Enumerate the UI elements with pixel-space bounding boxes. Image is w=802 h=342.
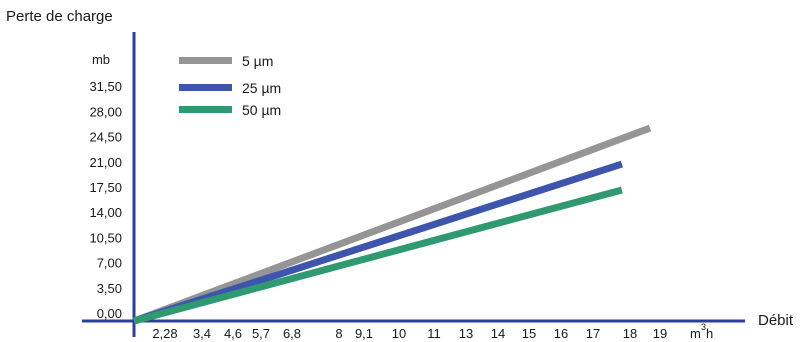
axes — [82, 32, 745, 337]
y-tick-label: 24,50 — [89, 130, 122, 145]
y-tick-label: 3,50 — [97, 281, 122, 296]
series-line — [132, 124, 652, 325]
x-tick-label: 13 — [459, 326, 473, 341]
legend: 5 µm 25 µm 50 µm — [179, 53, 281, 118]
x-unit-label-h: h — [706, 326, 713, 341]
x-tick-label: 4,6 — [224, 326, 242, 341]
x-tick-label: 15 — [522, 326, 536, 341]
y-tick-label: 31,50 — [89, 79, 122, 94]
x-unit-superscript: 3 — [701, 322, 706, 332]
y-tick-labels: mb 0,00 3,50 7,00 10,50 14,00 17,50 21,00 24,50 2… — [89, 52, 122, 321]
x-tick-label: 18 — [623, 326, 637, 341]
x-tick-label: 8 — [335, 326, 342, 341]
series-lines — [132, 124, 652, 325]
legend-swatch — [179, 57, 232, 64]
x-tick-label: 2,28 — [152, 326, 177, 341]
x-tick-label: 16 — [554, 326, 568, 341]
y-axis-title: Perte de charge — [6, 8, 113, 25]
y-tick-label: 21,00 — [89, 155, 122, 170]
legend-label: 5 µm — [242, 53, 273, 69]
x-axis-title: Débit — [758, 312, 794, 329]
x-tick-label: 9,1 — [355, 326, 373, 341]
legend-swatch — [179, 106, 232, 113]
series-line — [132, 160, 623, 325]
x-tick-label: 10 — [392, 326, 406, 341]
series-line — [133, 186, 623, 325]
x-tick-label: 19 — [653, 326, 667, 341]
legend-swatch — [179, 84, 232, 91]
legend-label: 25 µm — [242, 80, 281, 96]
y-tick-label: 28,00 — [89, 104, 122, 119]
x-tick-label: 11 — [427, 326, 441, 341]
x-tick-label: 14 — [491, 326, 505, 341]
y-tick-label: 7,00 — [97, 256, 122, 271]
y-tick-label: 0,00 — [97, 306, 122, 321]
x-tick-labels: 2,28 3,4 4,6 5,7 6,8 8 9,1 10 11 13 14 15 16 17 18 19 m 3… — [152, 322, 713, 341]
x-unit-label: m — [690, 326, 701, 341]
x-tick-label: 17 — [586, 326, 600, 341]
legend-label: 50 µm — [242, 102, 281, 118]
y-tick-label: 14,00 — [89, 205, 122, 220]
y-unit-label: mb — [92, 52, 110, 67]
x-tick-label: 5,7 — [252, 326, 270, 341]
x-tick-label: 6,8 — [283, 326, 301, 341]
y-tick-label: 10,50 — [89, 230, 122, 245]
x-tick-label: 3,4 — [193, 326, 211, 341]
y-tick-label: 17,50 — [89, 180, 122, 195]
